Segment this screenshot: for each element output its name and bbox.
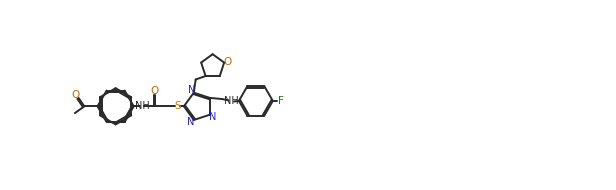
- Text: O: O: [150, 86, 158, 96]
- Text: N: N: [209, 112, 217, 122]
- Text: NH: NH: [224, 96, 239, 106]
- Text: N: N: [188, 85, 196, 95]
- Text: N: N: [187, 117, 195, 127]
- Text: F: F: [278, 96, 284, 106]
- Text: NH: NH: [135, 101, 150, 111]
- Text: O: O: [224, 57, 232, 67]
- Text: O: O: [71, 90, 79, 100]
- Text: S: S: [174, 101, 180, 111]
